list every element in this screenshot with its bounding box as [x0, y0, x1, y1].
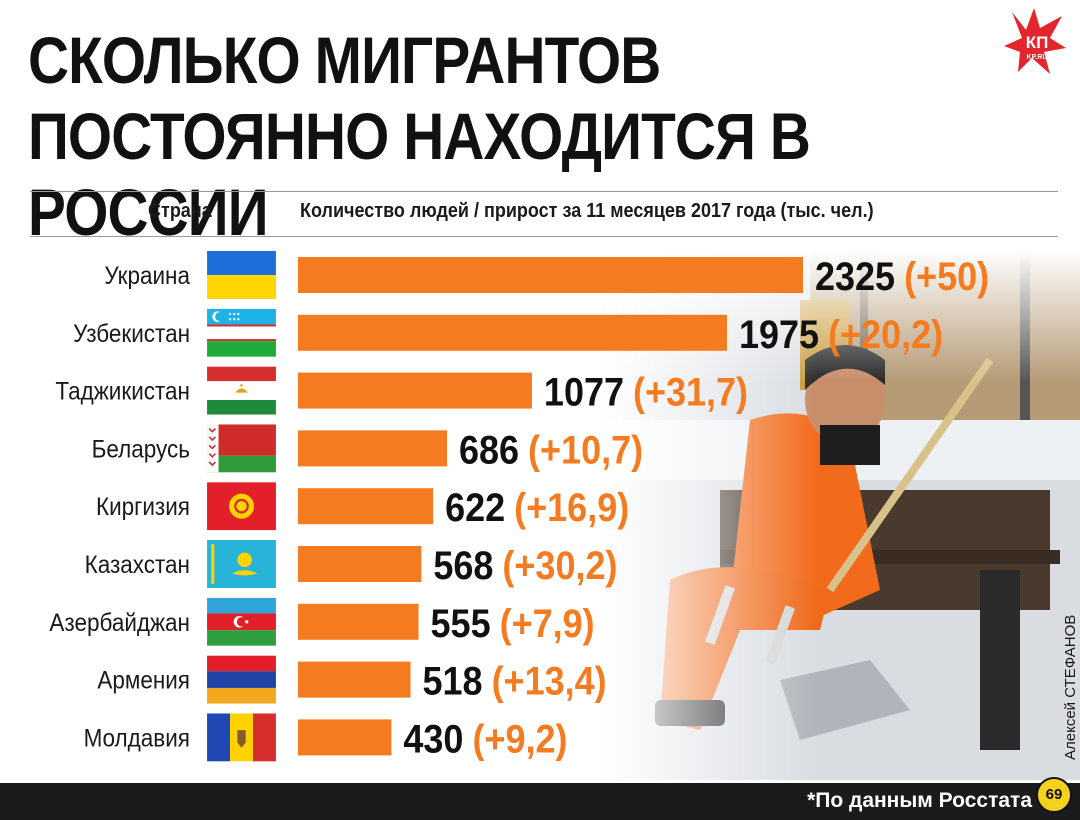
bar: [298, 430, 448, 467]
growth-label: (+50): [904, 255, 989, 299]
data-label: 686 (+10,7): [459, 429, 643, 473]
armenia-flag-icon: [207, 655, 276, 704]
growth-label: (+9,2): [472, 718, 567, 762]
rating-badge: 69: [1036, 777, 1072, 813]
bar: [298, 661, 411, 698]
kyrgyzstan-flag-icon: [207, 482, 276, 531]
value-label: 430: [403, 718, 463, 762]
category-label: Казахстан: [85, 551, 190, 579]
bar: [298, 603, 419, 640]
category-label: Беларусь: [92, 435, 190, 463]
azerbaijan-flag-icon: [207, 597, 276, 646]
chart-title: Сколько мигрантов постоянно находится в …: [28, 22, 933, 250]
uzbekistan-flag-icon: [207, 308, 276, 357]
value-label: 622: [445, 487, 505, 531]
category-label: Азербайджан: [49, 609, 190, 637]
growth-label: (+13,4): [492, 660, 607, 704]
value-label: 686: [459, 429, 519, 473]
category-label: Узбекистан: [73, 320, 190, 348]
title-line-2: постоянно находится в России: [28, 99, 811, 249]
data-label: 1975 (+20,2): [739, 313, 943, 357]
growth-label: (+16,9): [514, 487, 629, 531]
title-line-1: Сколько мигрантов: [28, 23, 661, 97]
bar: [298, 546, 422, 582]
category-label: Киргизия: [96, 493, 190, 521]
bar: [298, 314, 727, 351]
bar: [298, 719, 392, 756]
bar: [298, 372, 532, 409]
data-label: 430 (+9,2): [403, 718, 567, 762]
footer-bar: *По данным Росстата: [0, 783, 1080, 820]
moldova-flag-icon: [207, 713, 276, 762]
data-label: 2325 (+50): [815, 255, 989, 299]
growth-label: (+7,9): [500, 602, 595, 646]
growth-label: (+31,7): [633, 371, 748, 415]
header-rule-top: [30, 191, 1058, 192]
ukraine-flag-icon: [207, 251, 276, 299]
tajikistan-flag-icon: [207, 366, 276, 415]
column-header-country: Страна: [148, 200, 212, 222]
category-label: Таджикистан: [55, 378, 190, 406]
kp-logo: КП KP.RU: [1004, 8, 1066, 74]
value-label: 555: [431, 602, 491, 646]
source-note: *По данным Росстата: [807, 789, 1032, 812]
belarus-flag-icon: [207, 424, 276, 473]
logo-subtext: KP.RU: [1027, 54, 1048, 61]
value-label: 568: [433, 544, 493, 588]
header-rule-bottom: [30, 236, 1058, 237]
kazakhstan-flag-icon: [207, 540, 276, 588]
value-label: 2325: [815, 255, 895, 299]
value-label: 1975: [739, 313, 819, 357]
value-label: 1077: [544, 371, 624, 415]
data-label: 1077 (+31,7): [544, 371, 748, 415]
growth-label: (+20,2): [828, 313, 943, 357]
data-label: 622 (+16,9): [445, 487, 629, 531]
data-label: 518 (+13,4): [423, 660, 607, 704]
growth-label: (+10,7): [528, 429, 643, 473]
category-label: Армения: [97, 667, 190, 695]
column-header-value: Количество людей / прирост за 11 месяцев…: [300, 200, 874, 222]
logo-text: КП: [1026, 33, 1049, 52]
category-label: Молдавия: [84, 724, 190, 752]
bar: [298, 257, 803, 293]
growth-label: (+30,2): [502, 544, 617, 588]
category-label: Украина: [104, 262, 190, 290]
bar: [298, 488, 434, 525]
value-label: 518: [423, 660, 483, 704]
data-label: 555 (+7,9): [431, 602, 595, 646]
data-label: 568 (+30,2): [433, 544, 617, 588]
